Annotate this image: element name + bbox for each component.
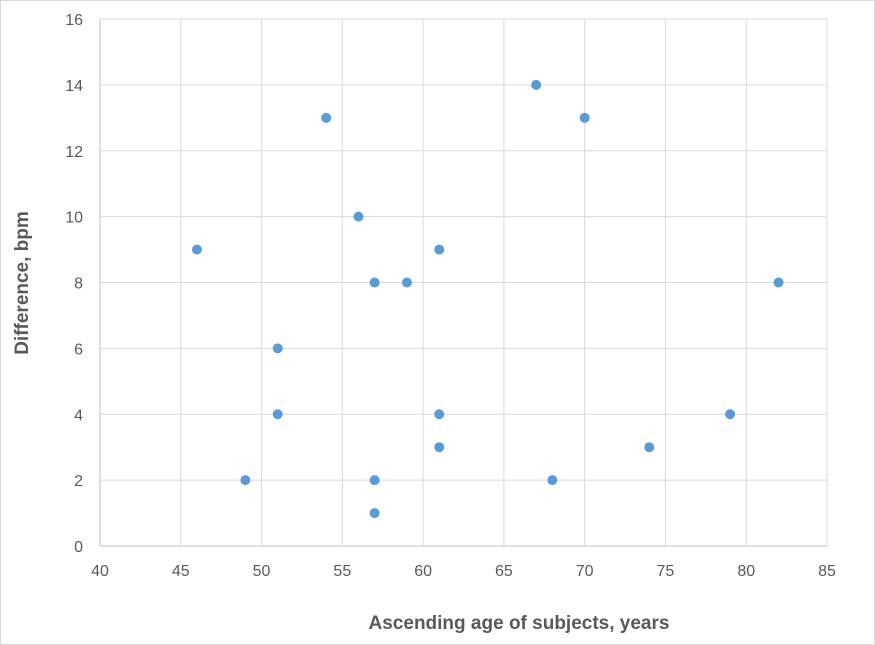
y-tick-label: 16 <box>65 12 83 29</box>
data-point <box>273 409 283 419</box>
x-tick-labels: 40 45 50 55 60 65 70 75 80 85 <box>91 563 836 580</box>
data-point <box>370 475 380 485</box>
y-tick-label: 14 <box>65 78 83 95</box>
data-point <box>725 409 735 419</box>
scatter-chart: 40 45 50 55 60 65 70 75 80 85 0 2 4 6 8 10 12 14 16 Ascen… <box>0 0 875 645</box>
x-axis-title: Ascending age of subjects, years <box>369 613 670 634</box>
data-point <box>644 442 654 452</box>
data-point <box>273 343 283 353</box>
data-point <box>580 113 590 123</box>
data-point <box>434 245 444 255</box>
y-tick-label: 0 <box>74 539 83 556</box>
data-point <box>370 278 380 288</box>
data-points <box>192 80 784 518</box>
x-tick-label: 75 <box>657 563 675 580</box>
y-tick-label: 6 <box>74 341 83 358</box>
x-tick-label: 45 <box>172 563 190 580</box>
data-point <box>547 475 557 485</box>
data-point <box>321 113 331 123</box>
y-tick-label: 12 <box>65 144 83 161</box>
y-tick-label: 8 <box>74 276 83 293</box>
x-tick-label: 70 <box>576 563 594 580</box>
gridlines <box>100 19 827 546</box>
data-point <box>370 508 380 518</box>
data-point <box>774 278 784 288</box>
data-point <box>192 245 202 255</box>
y-axis-title: Difference, bpm <box>12 211 33 355</box>
data-point <box>240 475 250 485</box>
y-tick-labels: 0 2 4 6 8 10 12 14 16 <box>65 12 83 556</box>
data-point <box>531 80 541 90</box>
data-point <box>353 212 363 222</box>
data-point <box>434 442 444 452</box>
x-tick-label: 65 <box>495 563 513 580</box>
y-tick-label: 2 <box>74 473 83 490</box>
x-tick-label: 40 <box>91 563 109 580</box>
x-tick-label: 55 <box>333 563 351 580</box>
data-point <box>402 278 412 288</box>
x-tick-label: 85 <box>818 563 836 580</box>
data-point <box>434 409 444 419</box>
y-tick-label: 4 <box>74 407 83 424</box>
y-tick-label: 10 <box>65 210 83 227</box>
x-tick-label: 60 <box>414 563 432 580</box>
x-tick-label: 50 <box>253 563 271 580</box>
x-tick-label: 80 <box>737 563 755 580</box>
